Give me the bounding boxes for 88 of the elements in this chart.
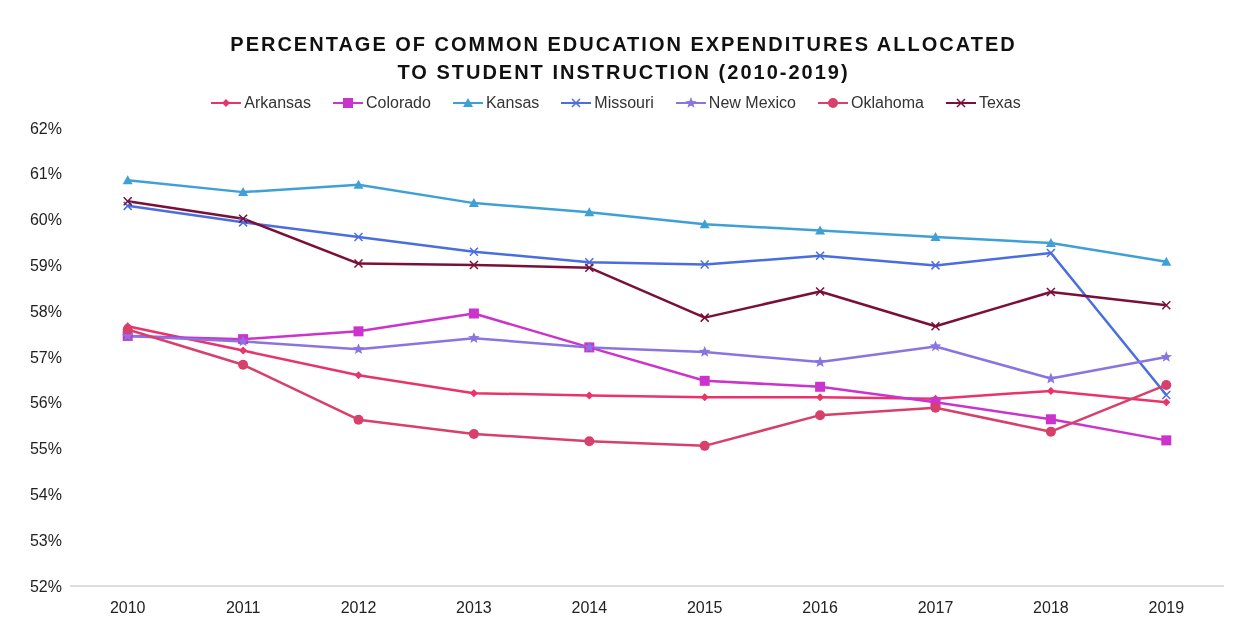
legend-label: Colorado: [365, 94, 431, 112]
point: [238, 359, 249, 370]
point: [584, 262, 595, 273]
point: [352, 343, 365, 355]
point: [815, 286, 825, 297]
point: [699, 259, 710, 270]
point: [1161, 256, 1172, 266]
point: [816, 393, 825, 402]
y-tick-label: 57%: [29, 348, 62, 366]
point: [238, 187, 249, 197]
point: [353, 258, 364, 269]
point: [1161, 390, 1172, 400]
point: [584, 207, 595, 217]
point: [354, 371, 363, 380]
point: [930, 321, 941, 332]
point: [122, 201, 133, 211]
point: [1046, 248, 1056, 258]
point: [815, 410, 826, 421]
point: [585, 391, 594, 400]
point: [815, 251, 825, 261]
point: [469, 260, 479, 270]
point: [814, 356, 826, 367]
point: [468, 198, 479, 208]
point: [239, 346, 248, 355]
point: [584, 436, 595, 447]
x-tick-label: 2018: [1033, 599, 1069, 617]
y-tick-label: 56%: [29, 394, 62, 412]
y-tick-label: 62%: [29, 119, 62, 137]
y-tick-label: 54%: [29, 486, 62, 504]
point: [468, 332, 480, 344]
point: [353, 179, 364, 189]
point: [1045, 414, 1056, 425]
x-tick-label: 2013: [456, 599, 492, 617]
legend-label: Arkansas: [243, 94, 311, 112]
point: [930, 232, 941, 241]
point: [469, 246, 479, 257]
y-tick-label: 55%: [29, 440, 62, 458]
point: [699, 219, 710, 229]
point: [584, 257, 595, 267]
point: [1160, 351, 1173, 362]
legend-label: Oklahoma: [850, 94, 924, 112]
y-tick-label: 58%: [29, 302, 62, 320]
chart-title: PERCENTAGE OF COMMON EDUCATION EXPENDITURES ALLOCATED TO STUDENT INSTRUCTION (2010-2019): [229, 32, 1018, 85]
point: [1162, 398, 1171, 407]
point: [238, 213, 248, 224]
x-tick-label: 2012: [340, 599, 377, 617]
point: [1161, 435, 1172, 446]
y-tick-label: 53%: [29, 531, 62, 549]
point: [468, 308, 479, 319]
y-tick-label: 60%: [29, 211, 62, 229]
point: [353, 326, 364, 337]
point: [930, 402, 941, 413]
point: [238, 217, 248, 228]
point: [122, 324, 133, 335]
x-tick-label: 2010: [109, 599, 146, 617]
x-tick-label: 2017: [917, 599, 954, 617]
point: [698, 345, 711, 357]
point: [930, 260, 941, 271]
point: [1046, 287, 1056, 297]
x-tick-label: 2011: [225, 599, 261, 617]
point: [699, 312, 710, 323]
point: [700, 393, 709, 402]
point: [353, 414, 364, 425]
point: [929, 340, 942, 352]
y-tick-label: 52%: [29, 577, 62, 595]
point: [469, 389, 478, 398]
legend-label: Texas: [977, 94, 1021, 112]
x-tick-label: 2014: [571, 599, 608, 617]
point: [122, 196, 133, 207]
point: [122, 175, 133, 185]
point: [1161, 300, 1172, 310]
y-tick-label: 61%: [29, 165, 62, 183]
legend-label: Missouri: [593, 94, 654, 112]
point: [1045, 426, 1056, 437]
point: [815, 381, 826, 392]
point: [1161, 379, 1172, 390]
x-tick-label: 2019: [1148, 599, 1185, 617]
point: [468, 428, 479, 439]
point: [815, 225, 826, 235]
x-tick-label: 2016: [802, 599, 838, 617]
point: [353, 232, 364, 242]
legend-label: New Mexico: [707, 94, 796, 112]
point: [1045, 237, 1056, 247]
point: [699, 375, 710, 386]
y-tick-label: 59%: [29, 257, 62, 275]
point: [699, 440, 710, 451]
legend-label: Kansas: [484, 94, 540, 112]
x-tick-label: 2015: [686, 599, 723, 617]
